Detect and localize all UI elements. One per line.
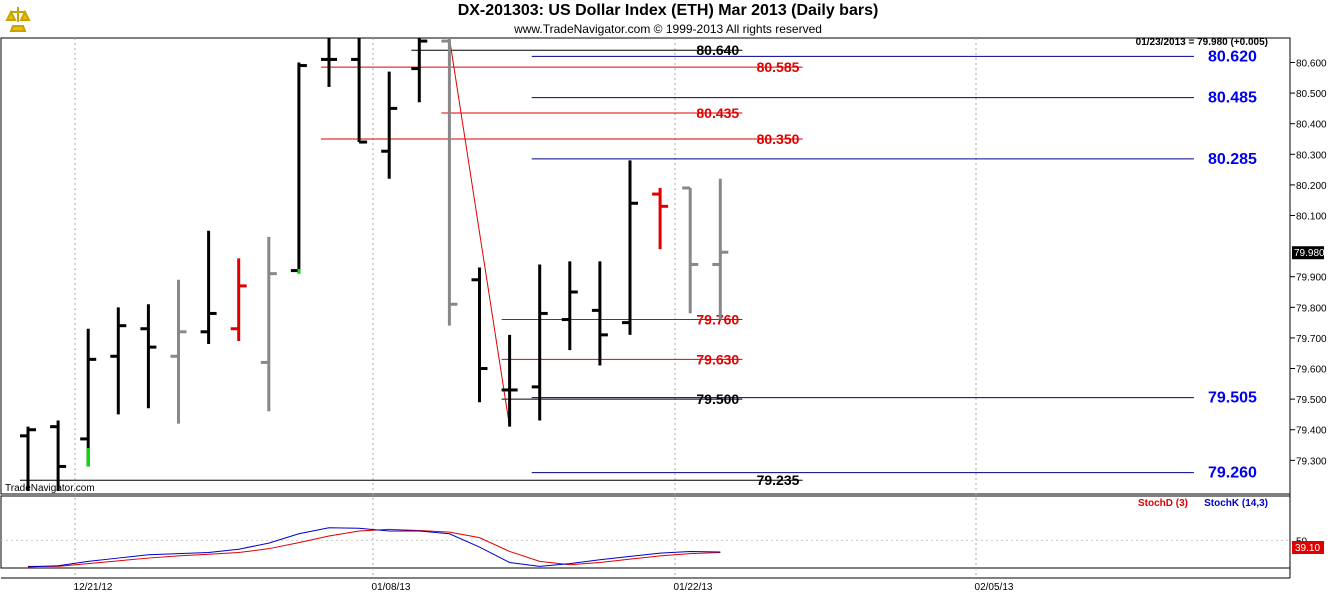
level-label: 80.640: [696, 42, 739, 58]
stoch-legend-k: StochK (14,3): [1204, 498, 1268, 509]
y-tick-label: 79.900: [1296, 273, 1327, 284]
watermark-text: TradeNavigator.com: [5, 483, 95, 494]
y-tick-label: 79.500: [1296, 395, 1327, 406]
trendline: [448, 37, 511, 427]
y-tick-label: 80.200: [1296, 181, 1327, 192]
y-tick-label: 79.700: [1296, 334, 1327, 345]
price-panel-frame: [0, 37, 1291, 495]
trade-navigator-logo-icon[interactable]: [3, 4, 33, 34]
level-label: 80.485: [1208, 90, 1257, 107]
x-tick-label: 01/08/13: [372, 582, 411, 593]
x-tick-label: 02/05/13: [975, 582, 1014, 593]
stoch-d-line: [28, 528, 721, 567]
x-tick-label: 01/22/13: [674, 582, 713, 593]
level-label: 80.620: [1208, 48, 1257, 65]
y-tick-label: 80.100: [1296, 212, 1327, 223]
level-label: 80.435: [696, 105, 739, 121]
stoch-last-box: [1292, 541, 1324, 554]
x-tick-label: 12/21/12: [74, 582, 113, 593]
last-price-label: 79.980: [1294, 248, 1325, 259]
last-price-box: [1292, 246, 1324, 260]
copyright-text: www.TradeNavigator.com © 1999-2013 All r…: [514, 22, 822, 36]
stoch-legend-d: StochD (3): [1138, 498, 1188, 509]
level-label: 79.260: [1208, 465, 1257, 482]
y-tick-label: 80.600: [1296, 58, 1327, 69]
y-tick-label: 79.800: [1296, 303, 1327, 314]
level-label: 80.585: [757, 59, 800, 75]
y-tick-label: 79.400: [1296, 426, 1327, 437]
y-tick-label: 80.500: [1296, 89, 1327, 100]
level-label: 80.350: [757, 131, 800, 147]
y-tick-label: 79.300: [1296, 456, 1327, 467]
y-tick-label: 80.400: [1296, 120, 1327, 131]
y-tick-label: 79.600: [1296, 365, 1327, 376]
level-label: 79.500: [696, 391, 739, 407]
level-label: 79.630: [696, 351, 739, 367]
chart-title: DX-201303: US Dollar Index (ETH) Mar 201…: [457, 2, 879, 19]
level-label: 79.760: [696, 312, 739, 328]
y-tick-label: 80.300: [1296, 150, 1327, 161]
stoch-k-line: [27, 527, 721, 568]
level-label: 79.235: [757, 472, 800, 488]
level-label: 80.285: [1208, 151, 1257, 168]
price-readout: 01/23/2013 = 79.980 (+0.005): [1136, 37, 1268, 48]
stoch-last-label: 39.10: [1295, 543, 1320, 554]
level-label: 79.505: [1208, 390, 1257, 407]
